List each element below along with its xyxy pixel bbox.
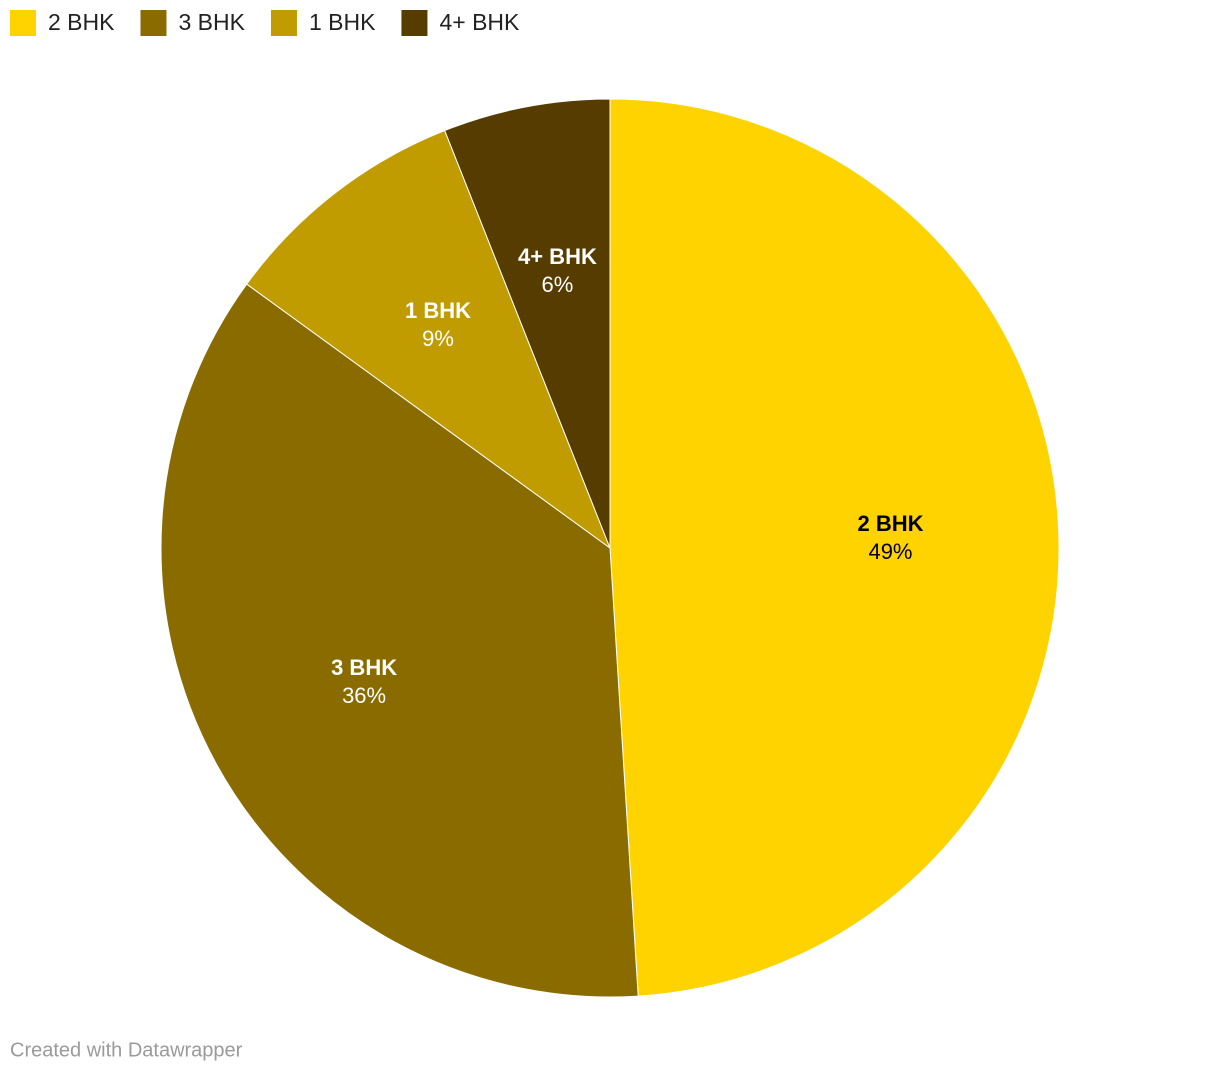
pie-slice xyxy=(246,129,612,550)
legend-swatch xyxy=(140,10,167,36)
legend-label: 1 BHK xyxy=(309,9,376,35)
legend-swatch xyxy=(10,10,36,36)
legend-label: 4+ BHK xyxy=(439,9,520,35)
legend-swatch xyxy=(401,10,428,36)
pie-slice xyxy=(444,98,611,549)
slice-value: 9% xyxy=(422,326,454,351)
pie-slice xyxy=(160,283,639,998)
slice-value: 6% xyxy=(542,272,574,297)
slice-label: 4+ BHK xyxy=(518,244,597,269)
slice-value: 36% xyxy=(342,683,386,708)
slice-label: 3 BHK xyxy=(331,655,397,680)
slice-value: 49% xyxy=(868,539,912,564)
legend-label: 3 BHK xyxy=(178,9,245,35)
pie-slice xyxy=(609,98,1060,997)
slice-label: 2 BHK xyxy=(857,511,923,536)
legend-swatch xyxy=(270,10,297,36)
slice-label: 1 BHK xyxy=(405,298,471,323)
legend-label: 2 BHK xyxy=(48,9,115,35)
credit: Created with Datawrapper xyxy=(10,1039,243,1061)
